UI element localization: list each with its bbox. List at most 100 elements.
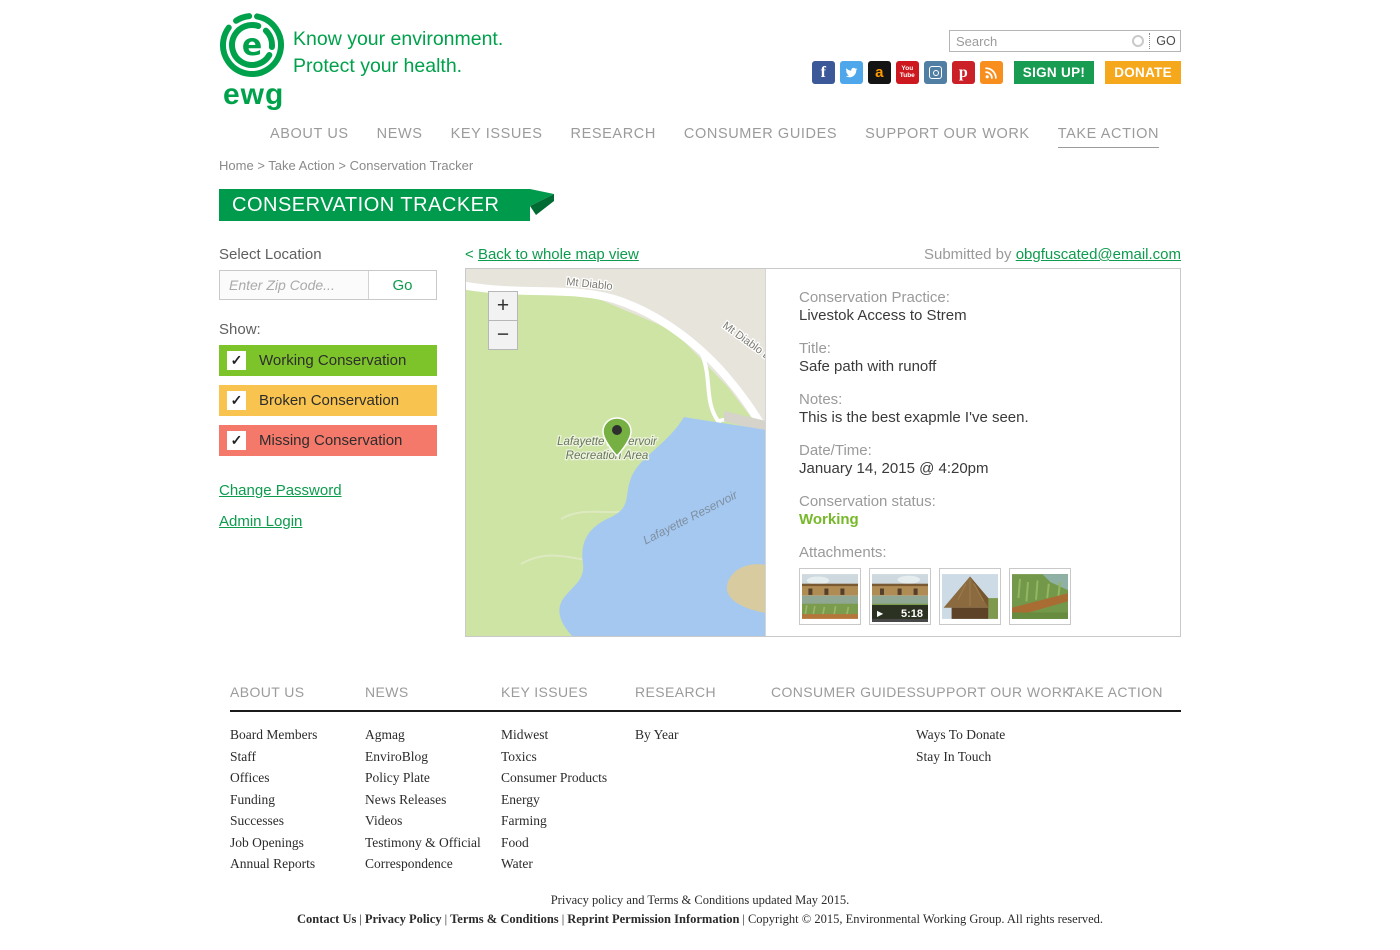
footer-link[interactable]: Annual Reports: [230, 856, 316, 871]
footer-link[interactable]: Offices: [230, 770, 270, 785]
practice-value: Livestok Access to Strem: [799, 307, 967, 324]
status-label: Conservation status:: [799, 493, 936, 510]
show-label: Show:: [219, 321, 261, 338]
breadcrumb-home[interactable]: Home: [219, 158, 254, 173]
footer-col-research: By Year: [635, 724, 771, 875]
map-marker-icon[interactable]: [602, 417, 632, 458]
video-overlay: ▶ 5:18: [872, 605, 928, 622]
footer-link[interactable]: Consumer Products: [501, 770, 608, 785]
search-go-button[interactable]: GO: [1156, 34, 1176, 48]
footer-link[interactable]: Toxics: [501, 748, 537, 764]
donate-button[interactable]: DONATE: [1105, 61, 1181, 84]
updated-notice: Privacy policy and Terms & Conditions up…: [550, 893, 850, 907]
attachment-building-pond-photo[interactable]: [799, 568, 861, 625]
attachments-label: Attachments:: [799, 544, 887, 561]
footer-link[interactable]: Successes: [230, 813, 284, 828]
breadcrumb-sep2: >: [338, 158, 347, 173]
footer-link[interactable]: Board Members: [230, 727, 318, 742]
footer-link[interactable]: Staff: [230, 748, 256, 764]
rss-icon[interactable]: [979, 61, 1003, 84]
site-search: GO: [949, 30, 1181, 52]
footer-link[interactable]: Ways To Donate: [916, 727, 1006, 742]
footer-head-news[interactable]: NEWS: [365, 684, 409, 700]
submitted-by: Submitted by obgfuscated@email.com: [924, 246, 1181, 263]
footer-link[interactable]: Policy Plate: [365, 770, 430, 785]
submitter-email-link[interactable]: obgfuscated@email.com: [1015, 246, 1181, 263]
privacy-policy-link[interactable]: Privacy Policy: [364, 912, 442, 926]
footer-head-key-issues[interactable]: KEY ISSUES: [501, 684, 589, 700]
youtube-icon[interactable]: You Tube: [895, 61, 919, 84]
nav-take-action[interactable]: TAKE ACTION: [1057, 126, 1160, 148]
nav-news[interactable]: NEWS: [376, 126, 423, 142]
footer-link[interactable]: News Releases: [365, 791, 447, 807]
legal-separator: |: [359, 912, 362, 926]
footer-link[interactable]: Job Openings: [230, 834, 304, 850]
search-divider: [1149, 33, 1150, 49]
reprint-permission-link[interactable]: Reprint Permission Information: [567, 912, 740, 926]
footer-link[interactable]: By Year: [635, 727, 679, 742]
ewg-logo-icon: e: [220, 13, 284, 77]
amazon-icon[interactable]: a: [867, 61, 891, 84]
footer-link[interactable]: Funding: [230, 791, 276, 807]
twitter-icon[interactable]: [839, 61, 863, 84]
nav-about-us[interactable]: ABOUT US: [270, 126, 349, 142]
footer-link[interactable]: Stay In Touch: [916, 748, 992, 764]
missing-checkbox[interactable]: ✓: [227, 431, 246, 450]
attachment-thatched-hut-photo[interactable]: [939, 568, 1001, 625]
working-checkbox[interactable]: ✓: [227, 351, 246, 370]
footer-head-take-action[interactable]: TAKE ACTION: [1067, 684, 1163, 700]
back-to-map-link[interactable]: < Back to whole map view: [465, 246, 639, 263]
attachments-row: ▶ 5:18: [799, 568, 1160, 625]
zoom-in-button[interactable]: +: [488, 291, 518, 321]
nav-key-issues[interactable]: KEY ISSUES: [450, 126, 543, 142]
nav-research[interactable]: RESEARCH: [570, 126, 656, 142]
submitted-by-label: Submitted by: [923, 246, 1012, 263]
footer-link[interactable]: EnviroBlog: [365, 748, 428, 764]
footer-head-support-our-work[interactable]: SUPPORT OUR WORK: [916, 684, 1073, 700]
contact-us-link[interactable]: Contact Us: [296, 912, 357, 926]
search-input[interactable]: [950, 33, 1132, 49]
footer-link[interactable]: Water: [501, 856, 533, 871]
pinterest-icon[interactable]: p: [951, 61, 975, 84]
filter-working-conservation[interactable]: ✓ Working Conservation: [219, 345, 437, 376]
legal-row: Contact Us | Privacy Policy | Terms & Condit…: [219, 912, 1181, 927]
footer-link[interactable]: Testimony & Official Correspondence: [365, 834, 481, 872]
copyright-text: Copyright © 2015, Environmental Working …: [747, 912, 1104, 926]
attachment-building-pond-video[interactable]: ▶ 5:18: [869, 568, 931, 625]
zip-code-input[interactable]: [220, 271, 368, 299]
footer-head-consumer-guides[interactable]: CONSUMER GUIDES: [771, 684, 917, 700]
footer-head-about-us[interactable]: ABOUT US: [230, 684, 305, 700]
facebook-icon[interactable]: f: [811, 61, 835, 84]
svg-text:e: e: [242, 28, 262, 63]
broken-checkbox[interactable]: ✓: [227, 391, 246, 410]
nav-support-our-work[interactable]: SUPPORT OUR WORK: [865, 126, 1030, 142]
footer-link[interactable]: Farming: [501, 813, 547, 828]
footer-link[interactable]: Midwest: [501, 727, 549, 742]
footer-link[interactable]: Food: [501, 834, 529, 850]
breadcrumb-take-action[interactable]: Take Action: [268, 158, 335, 173]
ewg-logo-word: ewg: [223, 78, 285, 111]
conservation-details-panel: Conservation Practice: Livestok Access t…: [766, 269, 1180, 636]
footer-head-research[interactable]: RESEARCH: [635, 684, 716, 700]
ewg-logo[interactable]: e ewg: [219, 12, 289, 112]
instagram-icon[interactable]: [923, 61, 947, 84]
footer-link[interactable]: Agmag: [365, 727, 405, 742]
zoom-out-button[interactable]: −: [488, 320, 518, 350]
sign-up-button[interactable]: SIGN UP!: [1013, 61, 1095, 84]
zip-go-button[interactable]: Go: [368, 271, 436, 299]
broken-label: Broken Conservation: [259, 392, 400, 409]
change-password-link[interactable]: Change Password: [219, 482, 342, 499]
attachment-pond-grass-photo[interactable]: [1009, 568, 1071, 625]
map-toolbar: < Back to whole map view Submitted by ob…: [465, 246, 1181, 263]
breadcrumb-sep1: >: [257, 158, 265, 173]
footer: ABOUT US NEWS KEY ISSUES RESEARCH CONSUM…: [219, 672, 1181, 875]
filter-broken-conservation[interactable]: ✓ Broken Conservation: [219, 385, 437, 416]
terms-link[interactable]: Terms & Conditions: [450, 912, 559, 926]
footer-link[interactable]: Videos: [365, 813, 403, 828]
map[interactable]: Lafayette Reservoir Lafayette Reservoir …: [466, 269, 766, 636]
nav-consumer-guides[interactable]: CONSUMER GUIDES: [683, 126, 838, 142]
footer-link[interactable]: Energy: [501, 791, 540, 807]
admin-login-link[interactable]: Admin Login: [219, 513, 303, 530]
filter-missing-conservation[interactable]: ✓ Missing Conservation: [219, 425, 437, 456]
footer-links: Board Members Staff Offices Funding Succ…: [230, 724, 1181, 875]
